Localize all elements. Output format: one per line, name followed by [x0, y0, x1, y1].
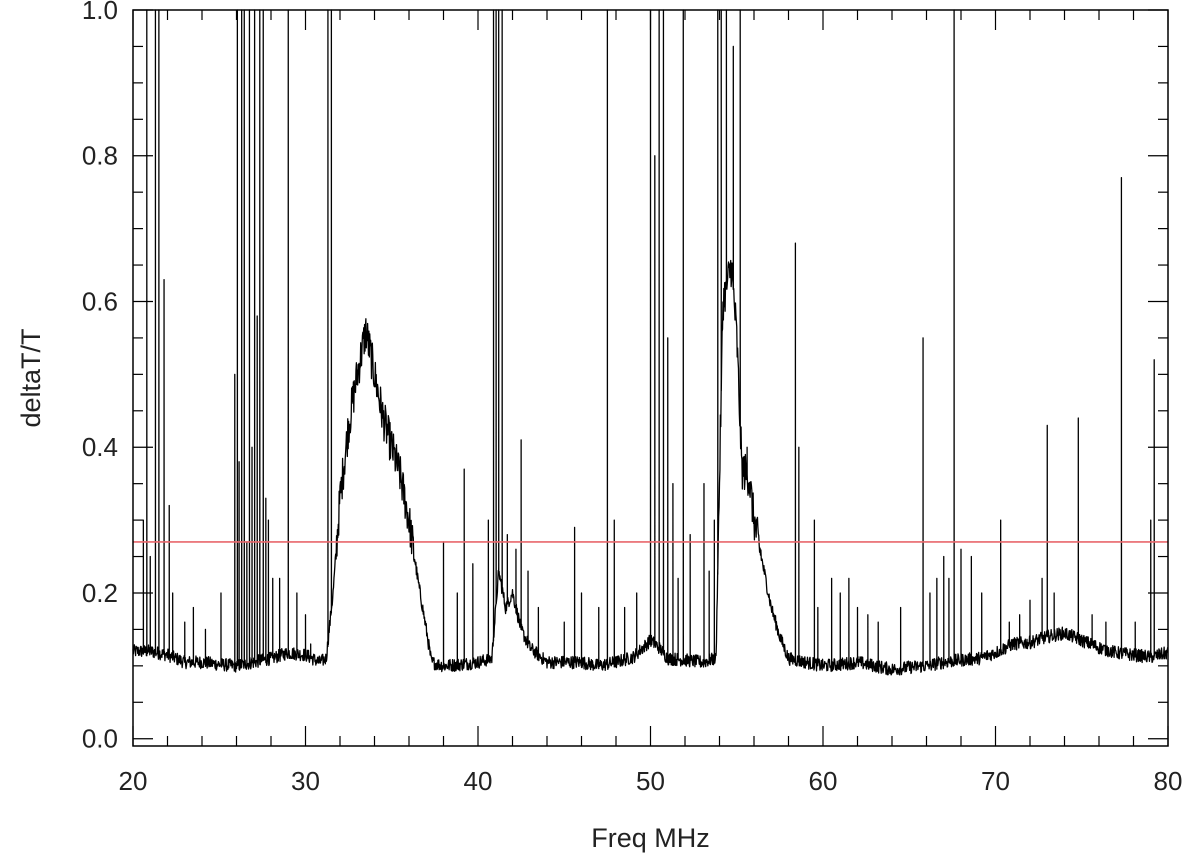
y-tick-label: 0.6	[82, 286, 118, 316]
x-tick-label: 80	[1154, 766, 1183, 796]
y-tick-label: 1.0	[82, 0, 118, 25]
y-tick-label: 0.0	[82, 724, 118, 754]
y-tick-label: 0.2	[82, 578, 118, 608]
x-tick-label: 70	[981, 766, 1010, 796]
x-tick-label: 50	[636, 766, 665, 796]
plot-frame	[132, 9, 1169, 747]
x-tick-label: 40	[464, 766, 493, 796]
x-tick-label: 20	[119, 766, 148, 796]
y-tick-label: 0.4	[82, 432, 118, 462]
x-axis-title: Freq MHz	[591, 823, 710, 853]
x-tick-label: 30	[291, 766, 320, 796]
y-tick-label: 0.8	[82, 141, 118, 171]
series-layer	[132, 9, 1169, 676]
x-tick-label: 60	[809, 766, 838, 796]
label-layer: 20 30 40 50 60 70 80 0.0 0.2 0.4 0.6 0.8 1.0	[82, 0, 1183, 796]
y-axis-title: deltaT/T	[16, 328, 46, 427]
spectrum-line	[132, 9, 1169, 676]
